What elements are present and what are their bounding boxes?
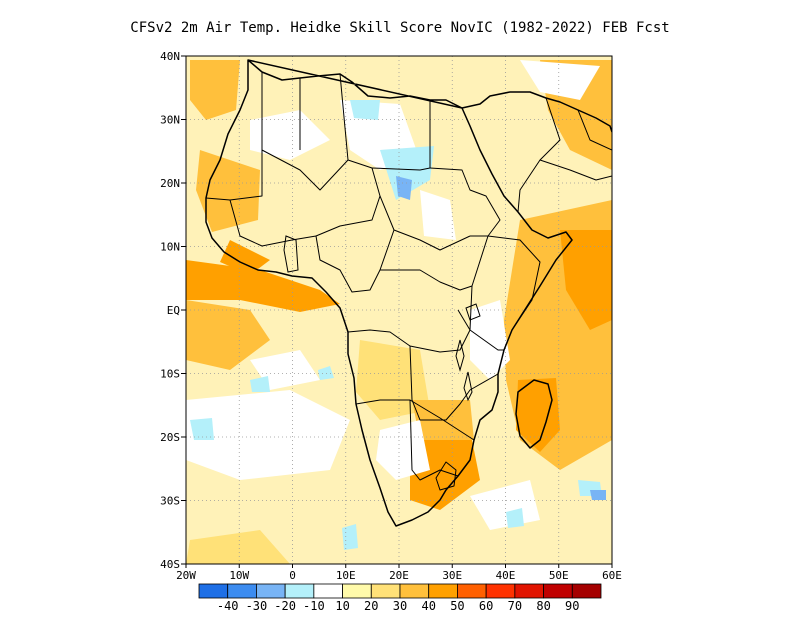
skill-patch [190, 60, 240, 120]
lat-tick-label: 30N [160, 114, 180, 127]
skill-patch [250, 376, 270, 392]
chart-title: CFSv2 2m Air Temp. Heidke Skill Score No… [130, 20, 670, 36]
colorbar-label: 90 [565, 599, 579, 613]
colorbar-label: 30 [393, 599, 407, 613]
skill-patch [590, 490, 606, 500]
colorbar-swatch [342, 583, 372, 599]
skill-patch [396, 176, 412, 200]
colorbar-label: 10 [335, 599, 349, 613]
lon-tick-label: 50E [549, 569, 569, 582]
skill-patch [516, 378, 560, 452]
colorbar-label: -40 [217, 599, 239, 613]
colorbar-label: 20 [364, 599, 378, 613]
skill-patch [520, 60, 600, 100]
colorbar-swatch [457, 583, 487, 599]
colorbar-label: 50 [450, 599, 464, 613]
skill-patch [350, 100, 380, 120]
skill-patch [220, 240, 270, 275]
latitude-axis: 40N 30N 20N 10N EQ 10S 20S 30S 40S [160, 50, 186, 571]
lakes [283, 235, 481, 402]
lat-tick-label: 30S [160, 495, 180, 508]
skill-patch [186, 390, 350, 480]
colorbar-swatch [399, 583, 430, 599]
lon-tick-label: 10E [336, 569, 356, 582]
country-borders [205, 72, 612, 491]
colorbar-swatch [284, 583, 315, 599]
colorbar-swatch [256, 583, 286, 599]
skill-patch [420, 190, 456, 240]
colorbar-swatch [543, 583, 573, 599]
colorbar-label: 70 [508, 599, 522, 613]
lat-tick-label: 40N [160, 50, 180, 63]
skill-patch [376, 420, 430, 480]
colorbar-swatch [485, 583, 516, 599]
skill-patch [186, 530, 290, 564]
longitude-axis: 20W 10W 0 10E 20E 30E 40E 50E 60E [176, 564, 622, 582]
colorbar-label: 60 [479, 599, 493, 613]
skill-shading [186, 60, 612, 564]
colorbar-swatch [571, 583, 602, 599]
skill-patch [342, 524, 358, 550]
skill-patch [196, 150, 260, 232]
colorbar-swatch [313, 583, 343, 599]
skill-patch [186, 300, 270, 370]
lon-tick-label: 60E [602, 569, 622, 582]
colorbar: -40 -30 -20 -10 10 20 30 40 50 60 70 80 90 [198, 583, 602, 613]
skill-patch [186, 260, 340, 312]
lon-tick-label: 40E [496, 569, 516, 582]
lat-tick-label: 20N [160, 177, 180, 190]
skill-patch [506, 508, 524, 528]
colorbar-label: -20 [274, 599, 296, 613]
lat-tick-label: 20S [160, 431, 180, 444]
lon-tick-label: 20W [176, 569, 196, 582]
skill-patch [560, 230, 612, 330]
skill-patch [470, 300, 510, 380]
skill-patch [380, 146, 434, 200]
africa-coastline [205, 59, 612, 527]
colorbar-swatch [198, 583, 229, 599]
lon-tick-label: 20E [389, 569, 409, 582]
colorbar-swatch [227, 583, 257, 599]
lon-tick-label: 0 [289, 569, 296, 582]
lon-tick-label: 30E [442, 569, 462, 582]
map-plot-area [186, 56, 612, 564]
lat-tick-label: 40S [160, 558, 180, 571]
skill-patch [190, 418, 214, 440]
skill-patch [410, 430, 480, 510]
lat-tick-label: EQ [167, 304, 180, 317]
lat-tick-label: 10N [160, 241, 180, 254]
lon-tick-label: 10W [229, 569, 249, 582]
colorbar-label: 40 [421, 599, 435, 613]
colorbar-label: -30 [246, 599, 268, 613]
colorbar-swatch [514, 583, 544, 599]
lat-tick-label: 10S [160, 368, 180, 381]
grid-lines [186, 56, 612, 564]
colorbar-label: 80 [536, 599, 550, 613]
skill-patch [318, 366, 334, 380]
colorbar-swatch [370, 583, 401, 599]
colorbar-label: -10 [303, 599, 325, 613]
colorbar-swatch [428, 583, 458, 599]
skill-patch [250, 110, 330, 160]
